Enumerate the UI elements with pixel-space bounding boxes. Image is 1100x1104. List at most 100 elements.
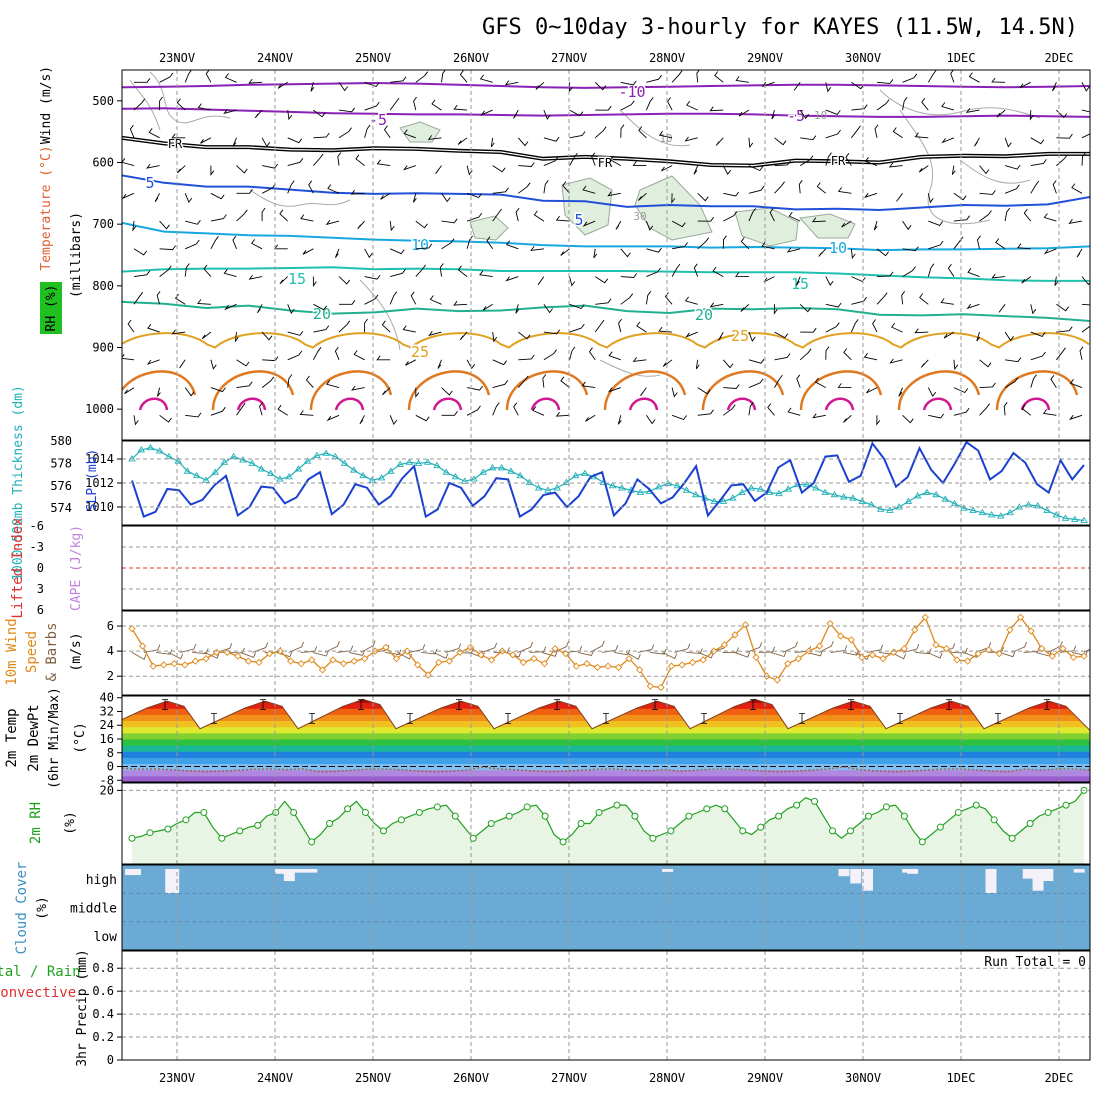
wind-barb	[1079, 346, 1084, 360]
wind-barb	[210, 192, 225, 200]
wind-barb	[232, 235, 237, 249]
wind-speed-point	[942, 644, 951, 653]
min-max-marker	[1044, 699, 1050, 710]
wind-barb	[1003, 402, 1008, 416]
thickness-point	[211, 468, 219, 475]
lifted-index-tick-label: -6	[30, 519, 44, 533]
wind-barb	[305, 375, 314, 388]
wind-barb-10m	[818, 640, 834, 653]
wind-barb	[843, 348, 852, 361]
wind-speed-point	[128, 624, 136, 633]
temperature-contour-35	[824, 397, 855, 411]
min-max-marker	[848, 699, 854, 710]
wind-barb	[466, 192, 483, 199]
wind-barb	[236, 209, 248, 222]
wind-barb	[287, 350, 303, 361]
wind-barb	[325, 220, 340, 226]
wind-barb	[308, 180, 314, 194]
wind-barb	[457, 265, 468, 277]
wind-barb	[1081, 276, 1090, 286]
temperature-contour-35	[236, 397, 267, 411]
wind-barb	[313, 132, 330, 139]
cloud-gap	[1022, 869, 1034, 879]
rh-point	[1062, 801, 1070, 809]
wind-barb	[735, 272, 749, 278]
wind-barb	[533, 210, 545, 222]
wind-barb	[591, 152, 596, 166]
temperature-contour-20	[122, 300, 1090, 322]
wind-barb	[210, 165, 215, 177]
wind-barb	[1056, 303, 1070, 312]
thickness-point	[923, 488, 931, 495]
wind-barb	[174, 293, 186, 305]
rh-point	[631, 812, 639, 820]
wind-barb	[774, 160, 791, 167]
wind-barb	[338, 276, 351, 285]
wind-barb	[555, 411, 570, 417]
rh-point	[577, 820, 585, 827]
rh-point	[667, 827, 675, 835]
wind-barb-10m	[228, 647, 245, 654]
wind-barb	[287, 374, 293, 388]
wind-barb	[632, 357, 647, 362]
wind-barb	[236, 402, 246, 416]
wind-speed-point	[921, 613, 929, 621]
wind-barb	[825, 129, 841, 139]
wind-barb	[921, 97, 929, 111]
thickness-point	[553, 484, 561, 491]
rh-contour-label: 30	[633, 210, 646, 223]
rh-point	[1044, 808, 1052, 816]
wind-barb	[799, 303, 812, 313]
wind-speed-point	[667, 662, 676, 670]
wind-barb	[825, 82, 832, 93]
wind-barb	[748, 137, 754, 149]
wind-ylabel-b: Speed	[24, 631, 40, 673]
wind-barb-10m	[421, 648, 438, 655]
wind-barb	[1050, 375, 1057, 388]
wind-barb	[709, 302, 724, 308]
wind-barb	[364, 81, 380, 88]
wind-barb	[976, 331, 981, 342]
wind-barb	[902, 96, 908, 111]
wind-barb	[891, 322, 903, 333]
wind-barb	[223, 269, 237, 278]
wind-barb	[236, 189, 253, 194]
temperature-tick-label: 32	[100, 704, 114, 718]
lifted-index-tick-label: 3	[37, 582, 44, 596]
rh-point	[846, 827, 854, 835]
wind-barb	[658, 326, 673, 333]
wind-barb	[159, 414, 172, 423]
wind-speed-point	[815, 642, 824, 650]
wind-barb	[402, 165, 416, 171]
thickness-point	[377, 474, 386, 481]
wind-barb	[902, 220, 912, 231]
temperature-tick-label: 0	[107, 760, 114, 774]
wind-barb	[467, 385, 483, 391]
wind-barb	[490, 137, 495, 148]
wind-barb-10m	[734, 651, 751, 658]
wind-speed-point	[1016, 613, 1025, 621]
rh-contour	[899, 109, 991, 225]
thickness-point	[387, 467, 395, 474]
temperature-contour-10	[122, 221, 1090, 252]
thickness-point	[202, 476, 210, 483]
temperature-contour-5	[122, 174, 1090, 212]
wind-barb	[159, 96, 163, 111]
wind-barb	[1004, 184, 1020, 194]
wind-barb	[389, 221, 395, 232]
wind-barb	[594, 276, 609, 284]
wind-barb	[825, 276, 834, 286]
wind-barb	[1017, 243, 1031, 250]
wind-barb	[389, 291, 398, 305]
wind-speed-point	[995, 649, 1004, 658]
wind-speed-point	[625, 655, 633, 663]
temperature-band	[122, 757, 1090, 765]
rh-contour	[249, 189, 351, 207]
wind-barb	[543, 156, 559, 167]
wind-barb	[562, 181, 570, 194]
wind-barb	[122, 192, 135, 200]
wind-barb-10m	[131, 652, 147, 661]
wind-speed-point	[265, 649, 274, 658]
wind-barb	[892, 127, 903, 139]
x-tick-label-bottom: 23NOV	[159, 1071, 195, 1085]
